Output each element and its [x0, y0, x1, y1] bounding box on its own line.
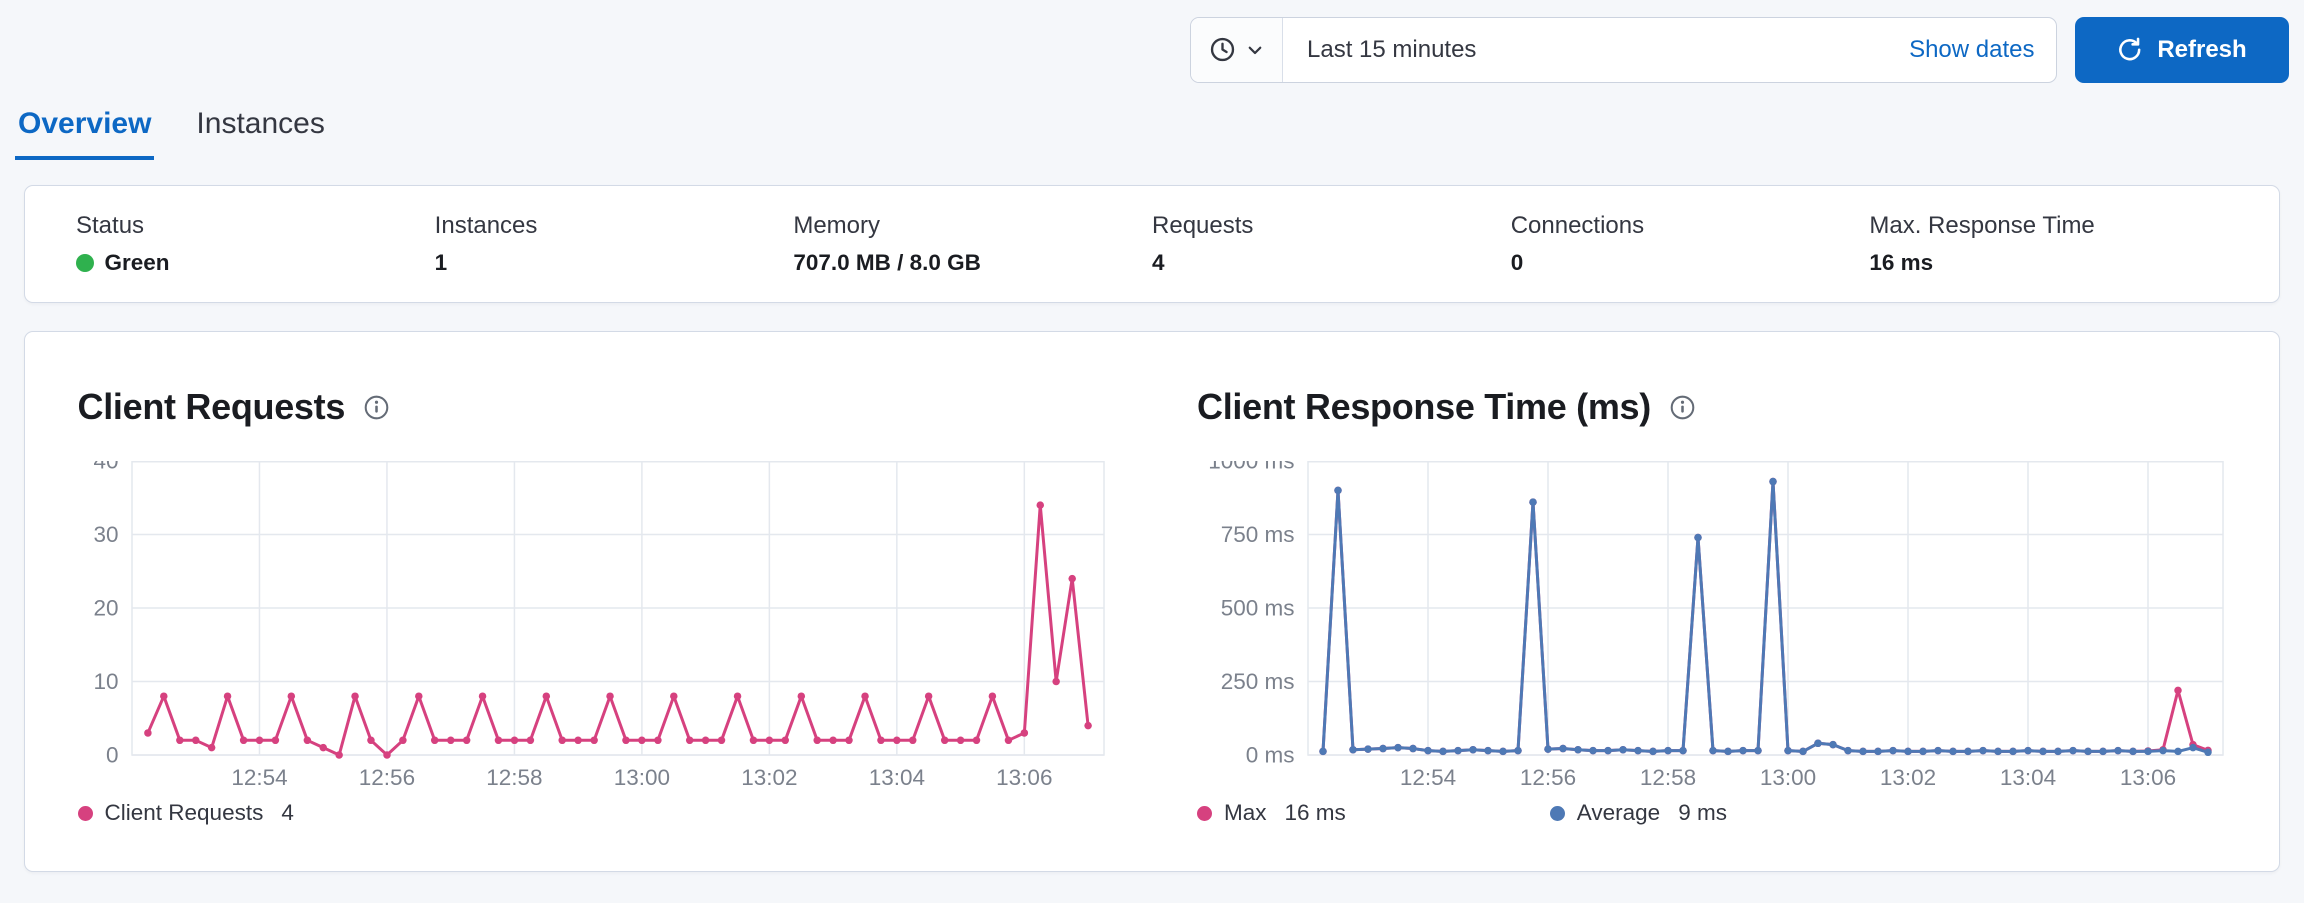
svg-text:750 ms: 750 ms — [1221, 522, 1295, 547]
stat-value: 0 — [1510, 250, 1524, 275]
svg-text:12:54: 12:54 — [1400, 765, 1456, 790]
stat-label: Status — [76, 211, 145, 239]
svg-text:13:00: 13:00 — [613, 765, 669, 790]
svg-text:10: 10 — [93, 669, 118, 694]
legend-item-max[interactable]: Max 16 ms — [1197, 800, 1346, 826]
stat-value: 1 — [434, 250, 448, 275]
client-requests-chart: Client Requests 0 10 20 30 40 12:54 12:56 12:58… — [77, 386, 1108, 826]
chart-title-row: Client Requests — [78, 386, 1108, 428]
chart-legend: Max 16 ms Average 9 ms — [1197, 800, 2227, 826]
stat-memory: Memory 707.0 MB / 8.0 GB — [793, 212, 1152, 277]
svg-text:30: 30 — [93, 522, 118, 547]
stat-status: Status Green — [76, 212, 435, 277]
svg-text:13:04: 13:04 — [2000, 765, 2056, 790]
refresh-button-label: Refresh — [2157, 35, 2247, 63]
tab-instances[interactable]: Instances — [196, 106, 325, 140]
time-picker: Last 15 minutes Show dates — [1189, 16, 2057, 83]
svg-text:13:02: 13:02 — [1880, 765, 1936, 790]
stat-label: Max. Response Time — [1869, 211, 2095, 239]
chart-legend: Client Requests 4 — [77, 800, 1108, 826]
stat-connections: Connections 0 — [1511, 212, 1870, 277]
legend-dot — [77, 805, 93, 821]
refresh-button[interactable]: Refresh — [2074, 16, 2289, 83]
top-bar: Last 15 minutes Show dates Refresh — [0, 0, 2304, 83]
client-response-time-plot: 0 ms 250 ms 500 ms 750 ms 1000 ms 12:54 12:56 1… — [1197, 449, 2227, 791]
summary-stats-panel: Status Green Instances 1 Memory 707.0 MB… — [24, 185, 2280, 303]
legend-item-client-requests[interactable]: Client Requests 4 — [77, 800, 294, 826]
svg-text:13:02: 13:02 — [741, 765, 797, 790]
legend-dot — [1549, 805, 1565, 821]
svg-text:13:04: 13:04 — [868, 765, 924, 790]
legend-label: Average — [1576, 800, 1661, 825]
svg-text:12:54: 12:54 — [231, 765, 287, 790]
charts-panel: Client Requests 0 10 20 30 40 12:54 12:56 12:58… — [24, 331, 2280, 872]
legend-value: 9 ms — [1678, 800, 1727, 825]
tabs: Overview Instances — [0, 83, 2304, 160]
stat-label: Instances — [434, 211, 538, 239]
legend-label: Client Requests — [104, 800, 264, 825]
legend-dot — [1197, 805, 1212, 821]
svg-text:500 ms: 500 ms — [1221, 596, 1295, 621]
tab-overview[interactable]: Overview — [15, 107, 155, 160]
stat-label: Connections — [1510, 211, 1645, 239]
legend-label: Max — [1224, 800, 1267, 825]
svg-text:13:00: 13:00 — [1760, 765, 1816, 790]
show-dates-button[interactable]: Show dates — [1888, 18, 2055, 82]
stat-instances: Instances 1 — [435, 212, 794, 277]
stat-value: Green — [76, 250, 435, 276]
chart-title: Client Response Time (ms) — [1197, 386, 1651, 427]
chart-title-row: Client Response Time (ms) — [1197, 386, 2227, 428]
stat-value: 4 — [1152, 250, 1165, 275]
svg-text:0 ms: 0 ms — [1246, 743, 1295, 768]
time-range-display[interactable]: Last 15 minutes — [1283, 18, 1888, 82]
stat-label: Memory — [793, 211, 881, 239]
info-icon[interactable] — [363, 394, 390, 421]
stat-max-response-time: Max. Response Time 16 ms — [1869, 212, 2228, 277]
health-status-text: Green — [104, 250, 170, 275]
stat-value: 707.0 MB / 8.0 GB — [793, 250, 981, 275]
chevron-down-icon — [1246, 41, 1264, 59]
svg-text:0: 0 — [105, 743, 118, 768]
legend-value: 16 ms — [1284, 800, 1346, 825]
svg-text:12:56: 12:56 — [358, 765, 414, 790]
stat-label: Requests — [1152, 211, 1254, 239]
info-icon[interactable] — [1669, 394, 1696, 421]
time-picker-quick-select-button[interactable] — [1190, 17, 1283, 82]
svg-text:12:56: 12:56 — [1520, 765, 1576, 790]
svg-text:12:58: 12:58 — [1640, 765, 1696, 790]
legend-value: 4 — [281, 800, 294, 825]
client-requests-plot: 0 10 20 30 40 12:54 12:56 12:58 13:00 13:02 13:04 1… — [78, 449, 1108, 791]
charts-row: Client Requests 0 10 20 30 40 12:54 12:56 12:58… — [77, 386, 2227, 826]
chart-title: Client Requests — [77, 386, 346, 427]
refresh-icon — [2117, 37, 2143, 63]
clock-icon — [1209, 36, 1236, 63]
stat-requests: Requests 4 — [1152, 212, 1511, 277]
svg-text:20: 20 — [93, 596, 118, 621]
svg-text:12:58: 12:58 — [486, 765, 542, 790]
svg-text:13:06: 13:06 — [2120, 765, 2176, 790]
svg-text:13:06: 13:06 — [996, 765, 1052, 790]
legend-item-average[interactable]: Average 9 ms — [1549, 800, 1727, 826]
svg-text:250 ms: 250 ms — [1221, 669, 1295, 694]
svg-text:40: 40 — [93, 461, 118, 474]
health-status-dot — [76, 254, 94, 272]
stat-value: 16 ms — [1869, 250, 1934, 275]
client-response-time-chart: Client Response Time (ms) 0 ms 250 ms 500 … — [1197, 386, 2227, 826]
svg-text:1000 ms: 1000 ms — [1208, 461, 1294, 474]
